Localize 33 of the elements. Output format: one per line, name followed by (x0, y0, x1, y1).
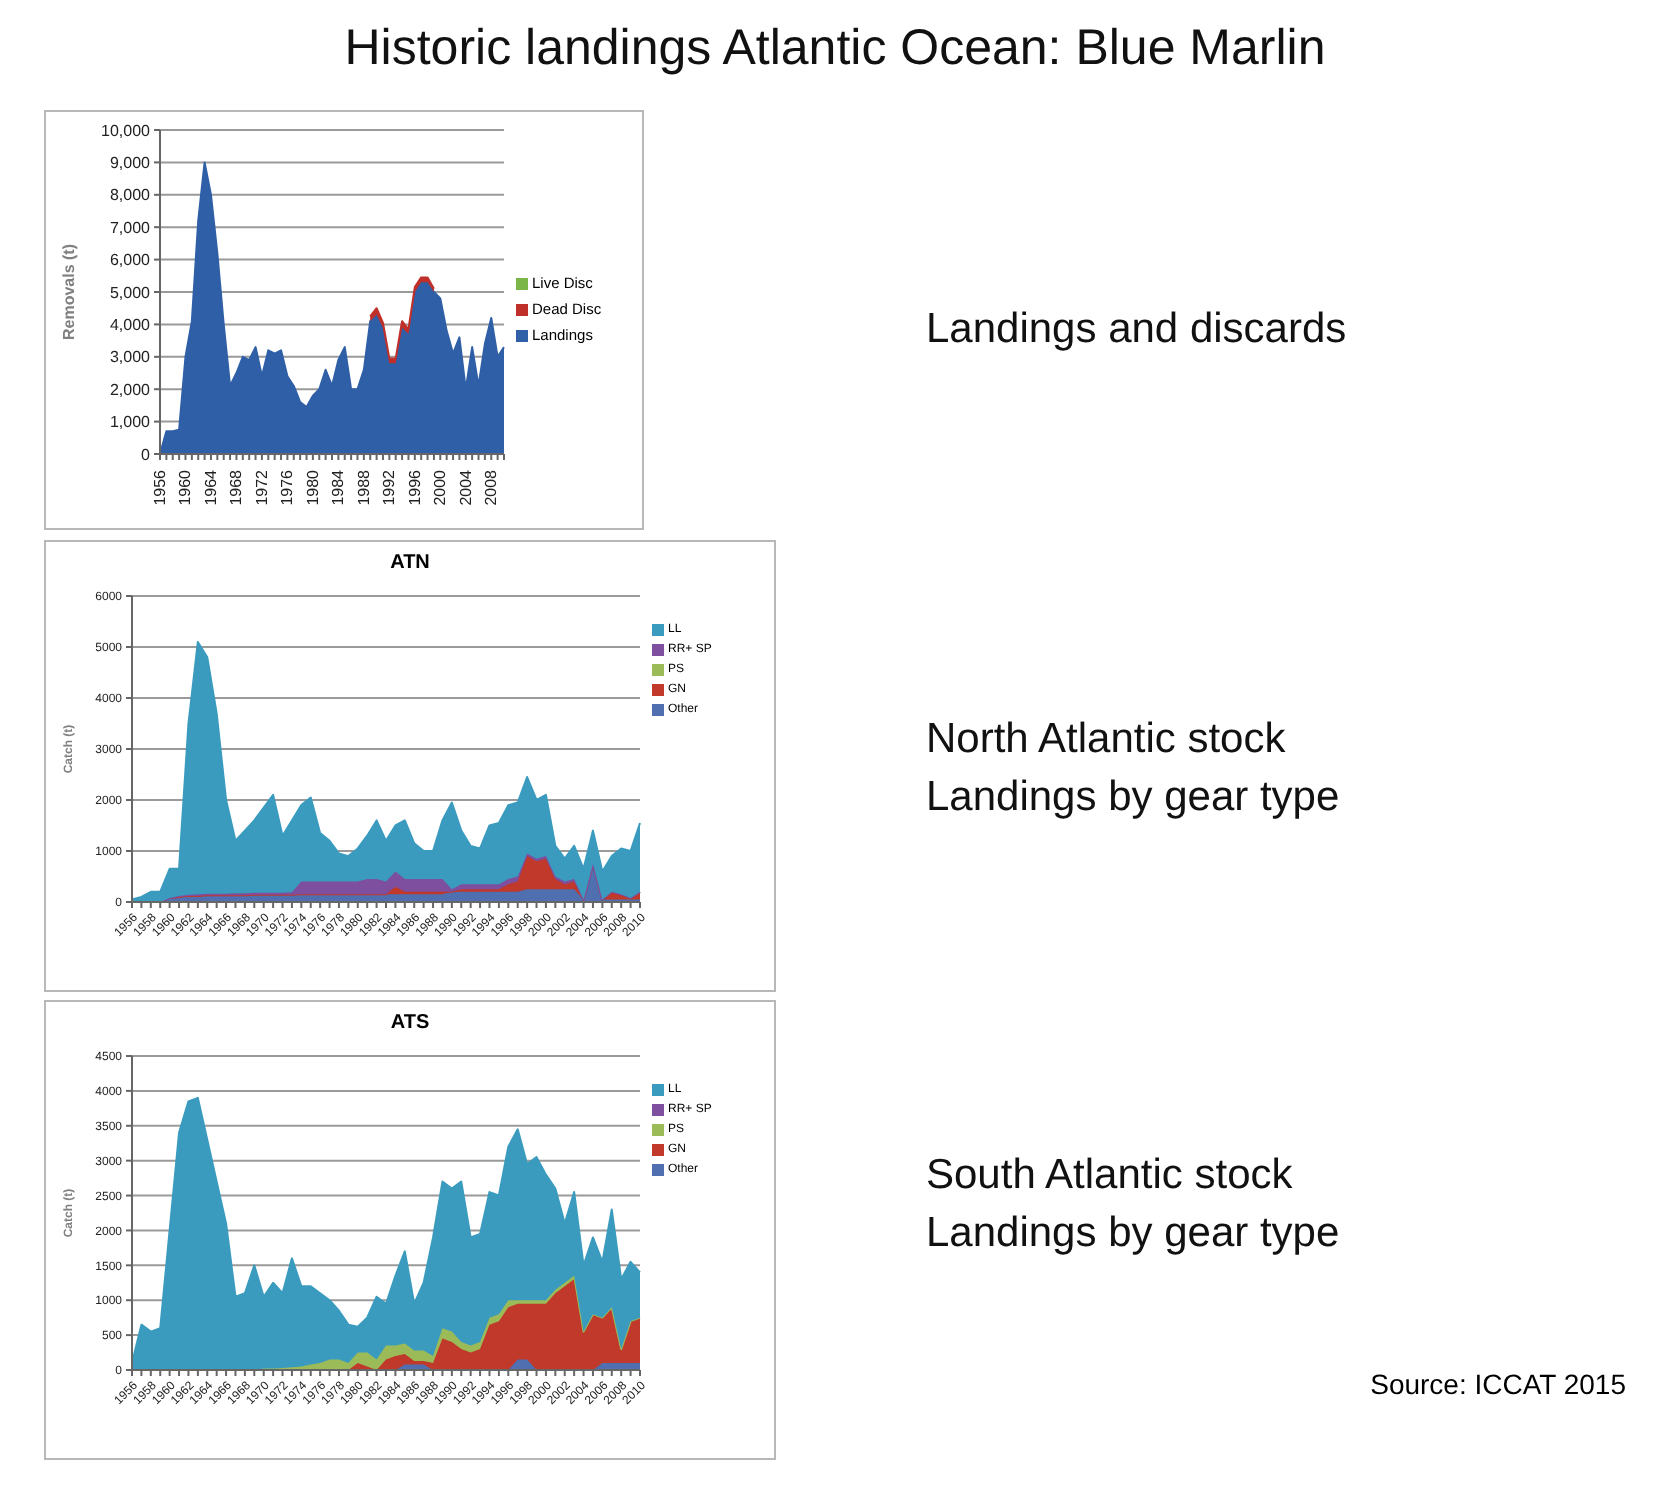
y-tick-label: 9,000 (109, 154, 152, 173)
x-tick-label: 1992 (380, 468, 399, 506)
text: Landings and discards (926, 304, 1347, 356)
x-tick-label: 1980 (303, 468, 322, 506)
y-axis-title: Removals (t) (59, 243, 78, 341)
chart-title: ATN (388, 552, 432, 574)
x-tick-label: 2004 (456, 468, 475, 506)
y-tick-label: 10,000 (101, 121, 152, 140)
x-tick-label: 1984 (329, 468, 348, 506)
y-tick-label: 2,000 (109, 380, 152, 399)
x-tick-label: 2008 (482, 468, 501, 506)
x-tick-label: 1964 (201, 468, 220, 506)
chart-title: ATS (388, 1012, 432, 1034)
text: South Atlantic stock Landings by gear type (926, 1150, 1340, 1260)
x-tick-label: 1956 (151, 468, 169, 506)
y-tick-label: 7,000 (109, 218, 152, 237)
y-tick-label: 6,000 (109, 251, 152, 270)
y-tick-label: 1,000 (109, 413, 152, 432)
y-tick-label: 8,000 (109, 186, 152, 205)
y-tick-label: 5,000 (109, 283, 152, 302)
source-note: Source: ICCAT 2015 (1370, 1368, 1626, 1400)
y-tick-label: 3,000 (109, 348, 152, 367)
x-tick-label: 1960 (176, 468, 195, 506)
x-tick-label: 1968 (227, 468, 246, 506)
x-tick-label: 1988 (354, 468, 373, 506)
text: Historic landings Atlantic Ocean: Blue Marlin (342, 20, 1328, 78)
x-tick-label: 1972 (252, 468, 271, 506)
text: North Atlantic stock Landings by gear type (926, 714, 1340, 824)
y-tick-label: 4,000 (109, 316, 152, 335)
x-tick-label: 2000 (431, 468, 450, 506)
x-tick-label: 1976 (278, 468, 297, 506)
x-tick-label: 1996 (405, 468, 424, 506)
y-tick-label: 0 (141, 445, 152, 464)
